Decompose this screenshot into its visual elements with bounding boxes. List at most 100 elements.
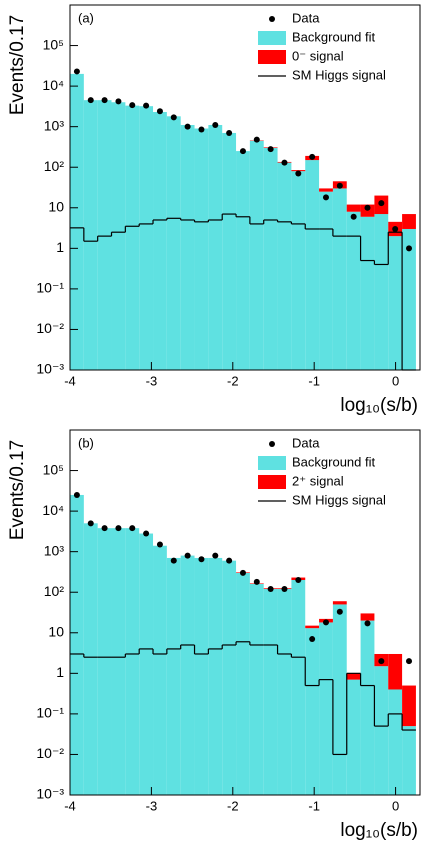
y-tick-label: 10⁻¹	[36, 705, 64, 721]
background-bar	[388, 689, 402, 795]
data-point	[185, 124, 191, 130]
data-point	[268, 146, 274, 152]
legend-marker	[258, 31, 286, 45]
data-point	[351, 214, 357, 220]
y-tick-label: 10⁵	[43, 36, 64, 52]
legend-label: Background fit	[292, 454, 375, 469]
data-point	[268, 586, 274, 592]
background-bar	[153, 546, 167, 795]
y-tick-label: 10²	[44, 583, 65, 599]
background-bar	[208, 558, 222, 795]
data-point	[102, 525, 108, 531]
x-tick-label: -3	[146, 798, 158, 813]
background-bar	[139, 106, 153, 370]
background-bar	[84, 100, 98, 370]
data-point	[406, 245, 412, 251]
data-point	[212, 122, 218, 128]
data-point	[309, 154, 315, 160]
data-point	[185, 553, 191, 559]
x-tick-label: -2	[227, 373, 239, 388]
background-bar	[347, 212, 361, 370]
signal-bar	[402, 214, 416, 229]
background-bar	[112, 102, 126, 370]
y-tick-label: 10⁴	[42, 502, 64, 518]
data-point	[198, 127, 204, 133]
background-bar	[250, 141, 264, 370]
signal-bar	[402, 686, 416, 727]
data-point	[309, 636, 315, 642]
legend-label: Background fit	[292, 29, 375, 44]
x-tick-label: -2	[227, 798, 239, 813]
signal-bar	[347, 205, 361, 212]
signal-bar	[347, 673, 361, 679]
background-bar	[319, 192, 333, 370]
background-bar	[112, 528, 126, 795]
background-bar	[84, 523, 98, 795]
data-point	[378, 200, 384, 206]
background-bar	[333, 188, 347, 370]
background-bar	[236, 151, 250, 370]
background-bar	[388, 236, 402, 370]
data-point	[337, 183, 343, 189]
data-point	[406, 658, 412, 664]
background-bar	[195, 558, 209, 795]
y-tick-label: 10⁻²	[36, 745, 64, 761]
data-point	[74, 68, 80, 74]
legend-marker	[258, 475, 286, 489]
data-point	[171, 558, 177, 564]
legend-label: 0⁻ signal	[292, 48, 344, 63]
signal-bar	[388, 654, 402, 689]
legend-marker	[258, 456, 286, 470]
legend-label: SM Higgs signal	[292, 492, 386, 507]
background-bar	[291, 171, 305, 370]
data-point	[365, 620, 371, 626]
y-tick-label: 1	[56, 239, 64, 255]
background-bar	[139, 534, 153, 795]
x-axis-title: log₁₀(s/b)	[340, 820, 418, 841]
background-bar	[319, 622, 333, 795]
data-point	[254, 579, 260, 585]
data-point	[198, 556, 204, 562]
y-axis-title: Events/0.17	[7, 15, 28, 115]
data-point	[295, 577, 301, 583]
background-bar	[167, 116, 181, 370]
x-axis-title: log₁₀(s/b)	[340, 395, 418, 416]
background-bar	[98, 528, 112, 795]
background-bar	[278, 163, 292, 370]
data-point	[88, 97, 94, 103]
panel-label: (b)	[78, 435, 94, 450]
y-tick-label: 10³	[44, 542, 65, 558]
data-point	[157, 542, 163, 548]
background-bar	[374, 666, 388, 795]
data-point	[378, 658, 384, 664]
data-point	[295, 171, 301, 177]
data-point	[157, 108, 163, 114]
background-bar	[181, 125, 195, 370]
background-bar	[167, 558, 181, 795]
y-tick-label: 10²	[44, 158, 65, 174]
legend-marker	[269, 441, 275, 447]
y-tick-label: 10³	[44, 117, 65, 133]
data-point	[129, 525, 135, 531]
data-point	[337, 609, 343, 615]
x-tick-label: -4	[64, 373, 76, 388]
x-tick-label: -1	[308, 798, 320, 813]
background-bar	[236, 573, 250, 795]
background-bar	[305, 628, 319, 795]
legend-label: SM Higgs signal	[292, 67, 386, 82]
data-point	[88, 520, 94, 526]
x-tick-label: -3	[146, 373, 158, 388]
data-point	[226, 558, 232, 564]
background-bar	[402, 726, 416, 795]
data-point	[129, 102, 135, 108]
y-tick-label: 10	[48, 623, 64, 639]
background-bar	[70, 74, 84, 370]
legend-label: 2⁺ signal	[292, 473, 344, 488]
y-tick-label: 10	[48, 198, 64, 214]
background-bar	[291, 580, 305, 795]
data-point	[143, 531, 149, 537]
data-point	[254, 137, 260, 143]
signal-bar	[333, 601, 347, 604]
data-point	[323, 194, 329, 200]
data-point	[143, 103, 149, 109]
